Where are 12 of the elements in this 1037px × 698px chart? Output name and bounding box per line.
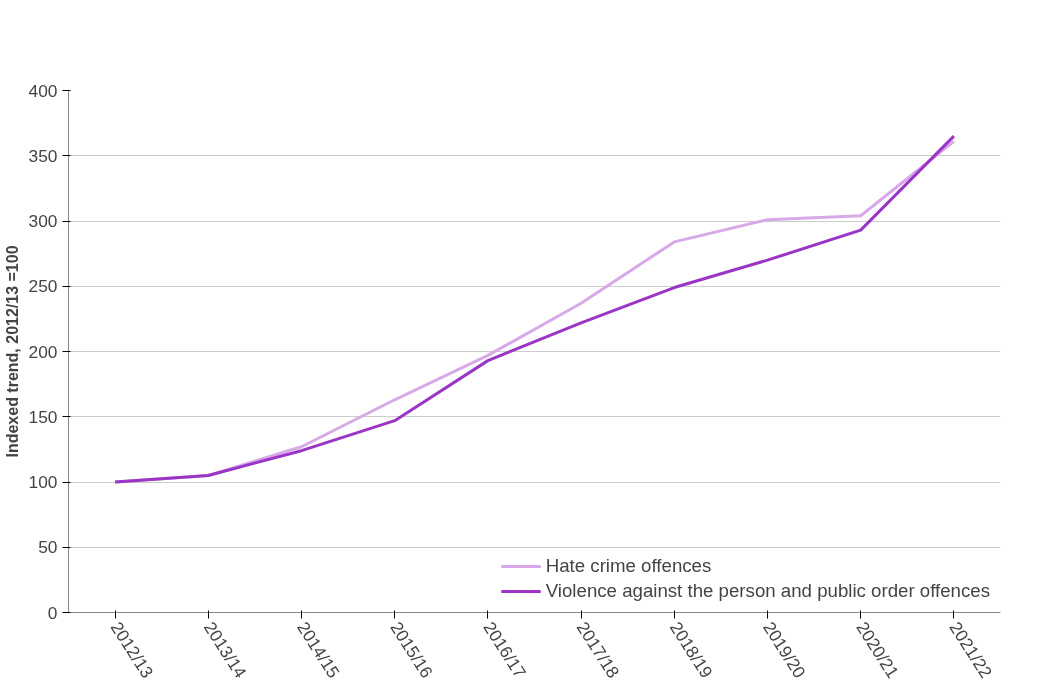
y-axis-title: Indexed trend, 2012/13 =100 [3,245,21,458]
legend-label: Violence against the person and public order offences [545,580,990,602]
y-tick-label: 100 [28,472,58,492]
legend-label: Hate crime offences [545,555,712,577]
y-tick-label: 300 [28,211,58,231]
y-tick-label: 0 [47,602,58,623]
y-tick-label: 350 [28,145,58,166]
y-tick-label: 250 [28,276,58,297]
y-tick-label: 50 [38,537,58,558]
y-tick-label: 400 [28,80,58,101]
y-tick-label: 150 [28,406,58,427]
y-tick-label: 200 [28,341,58,362]
